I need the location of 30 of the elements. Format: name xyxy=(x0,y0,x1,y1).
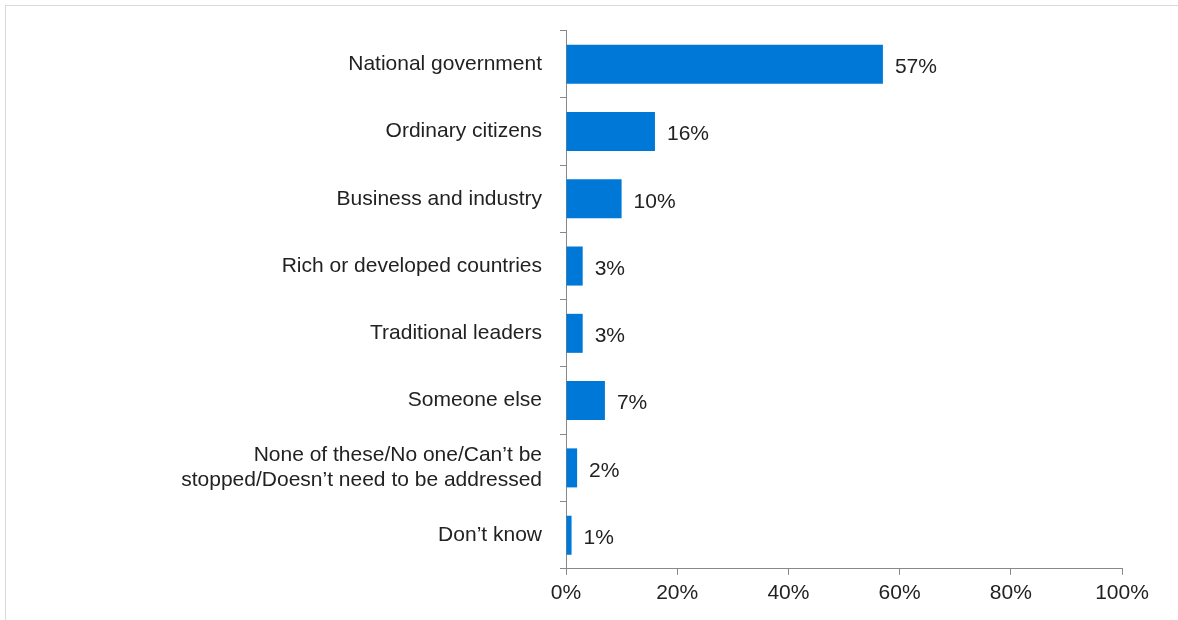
y-tick-label: Traditional leaders xyxy=(370,320,542,344)
y-tick-label: Ordinary citizens xyxy=(385,118,542,142)
data-label: 16% xyxy=(666,121,709,145)
x-tick-label: 80% xyxy=(989,580,1032,604)
bar xyxy=(566,313,583,353)
data-label: 10% xyxy=(633,188,676,212)
y-tick-label: National government xyxy=(348,51,543,75)
bar xyxy=(566,381,605,421)
x-tick-label: 0% xyxy=(550,580,582,604)
x-tick-label: 60% xyxy=(878,580,921,604)
data-label: 3% xyxy=(594,255,626,279)
data-label: 7% xyxy=(616,390,648,414)
bar xyxy=(566,246,583,286)
bar xyxy=(566,179,622,219)
x-tick-label: 40% xyxy=(767,580,810,604)
data-label: 3% xyxy=(594,323,626,347)
y-tick-label: None of these/No one/Can’t be stopped/Doesn’t need to be addressed xyxy=(181,442,542,491)
bar xyxy=(566,44,883,84)
data-label: 1% xyxy=(583,524,614,548)
y-tick-label: Business and industry xyxy=(336,185,543,209)
x-tick-label: 20% xyxy=(656,580,699,604)
bar xyxy=(566,112,655,152)
data-label: 57% xyxy=(894,54,937,78)
y-tick-label: Someone else xyxy=(407,387,542,411)
bar xyxy=(566,515,572,555)
data-label: 2% xyxy=(589,457,620,481)
y-tick-label: Don’t know xyxy=(438,521,543,545)
x-tick-label: 100% xyxy=(1095,580,1149,604)
y-tick-label: Rich or developed countries xyxy=(281,252,542,276)
bar xyxy=(566,448,578,488)
